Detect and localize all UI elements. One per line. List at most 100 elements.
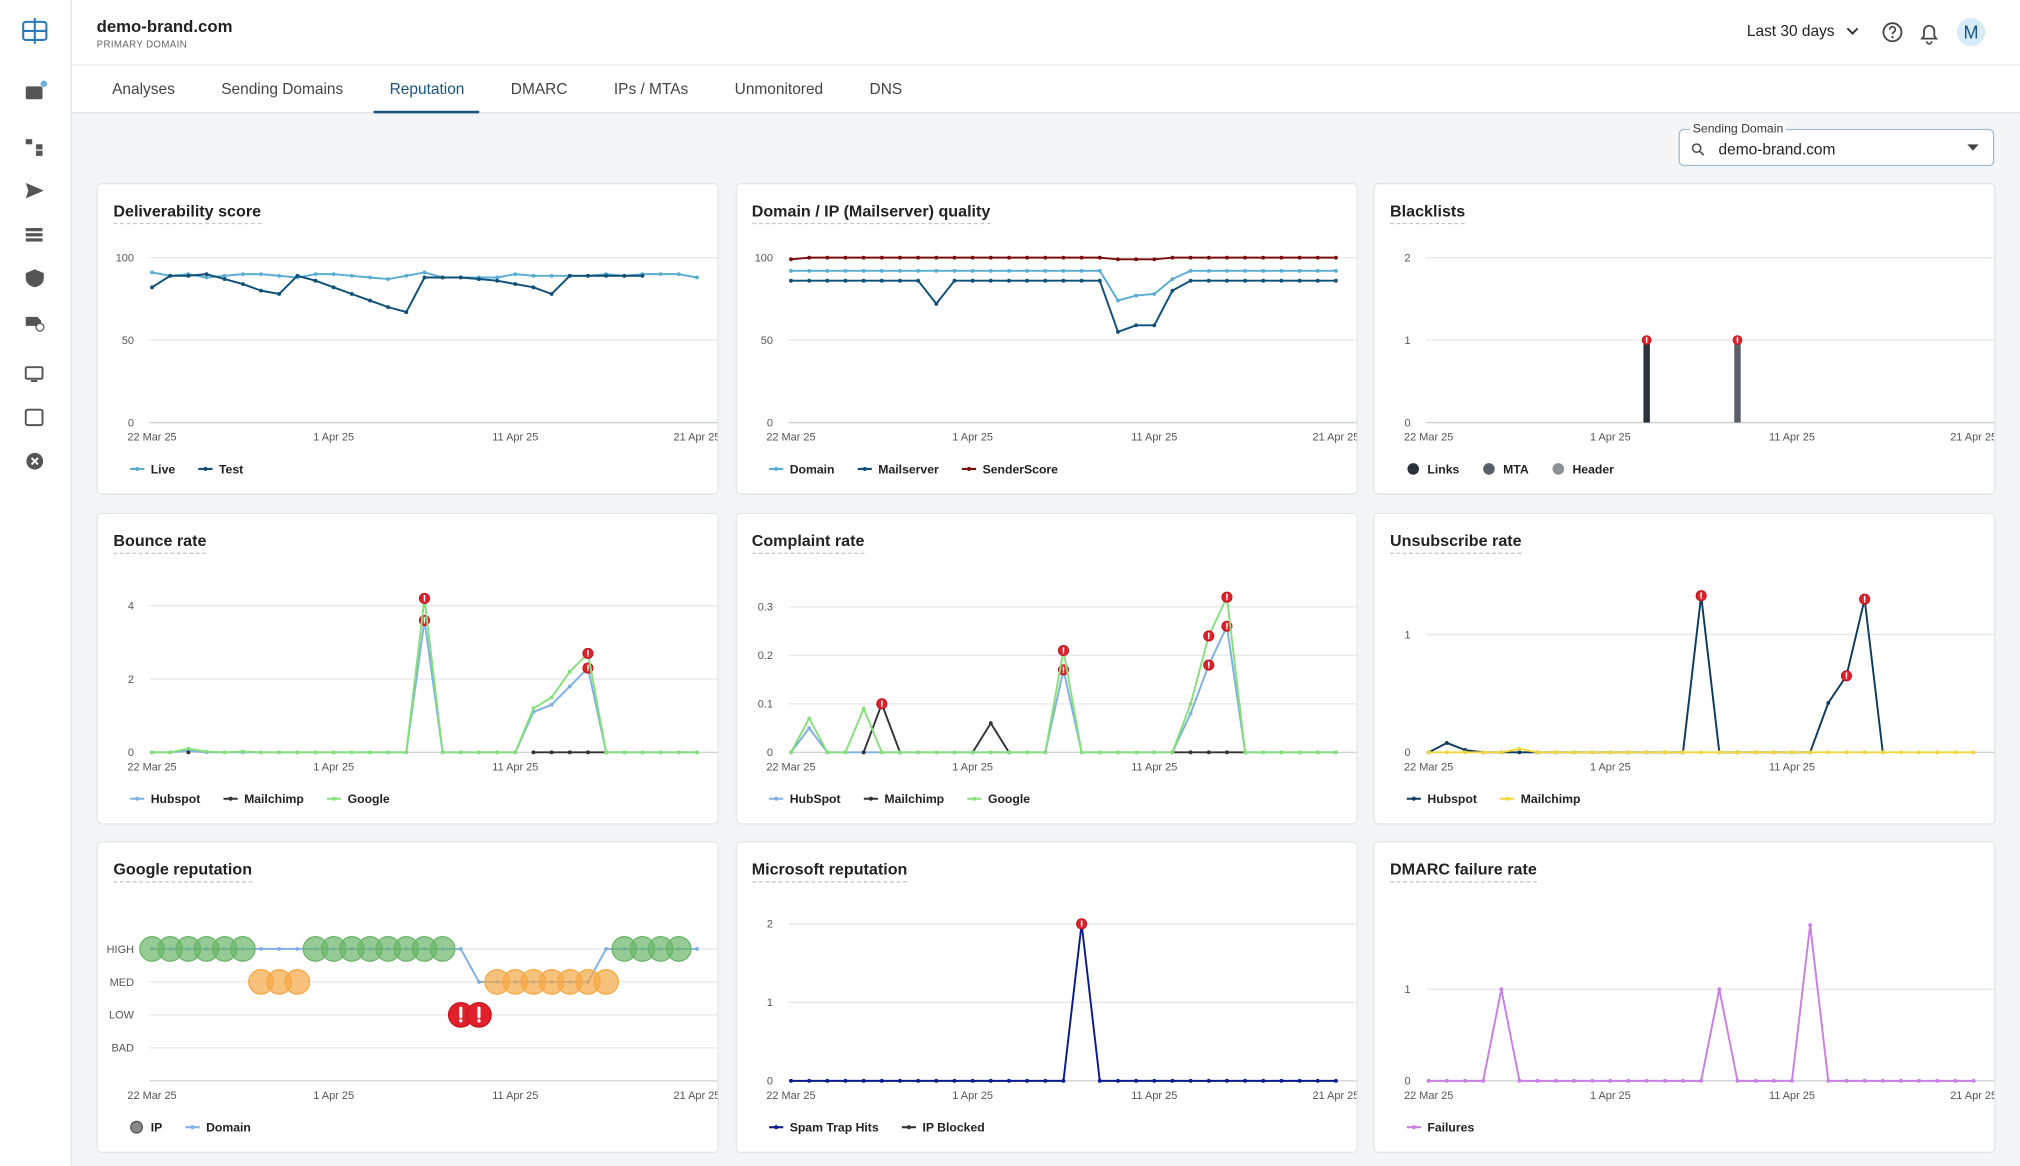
x-tick-label: 11 Apr 25 — [1769, 1090, 1815, 1102]
point — [1224, 255, 1229, 260]
point — [458, 275, 463, 280]
tab[interactable]: Analyses — [112, 79, 175, 98]
point — [1024, 255, 1029, 260]
legend-label: Hubspot — [151, 792, 201, 806]
alert-bang-dot — [1700, 596, 1702, 599]
chart-card: Microsoft reputation 0 1 2 22 Mar 25 1 Apr 25… — [734, 841, 1358, 1153]
x-tick-label: 22 Mar 25 — [127, 761, 176, 773]
legend-item: Mailchimp — [863, 792, 944, 806]
point — [1844, 1078, 1849, 1083]
avatar[interactable] — [1956, 18, 1986, 47]
x-tick-label: 22 Mar 25 — [766, 432, 815, 444]
point — [386, 749, 391, 754]
bell-icon[interactable] — [1920, 24, 1939, 45]
legend-swatch-dot — [868, 796, 873, 801]
point — [1644, 1078, 1649, 1083]
point — [1880, 1078, 1885, 1083]
point — [915, 278, 920, 283]
point — [1097, 255, 1102, 260]
point — [1042, 1078, 1047, 1083]
legend-label: Mailserver — [878, 462, 939, 476]
point — [422, 275, 427, 280]
chart: 0 0.1 0.2 0.3 22 Mar 25 1 Apr 25 11 Apr 25 HubS… — [757, 590, 1356, 806]
point — [549, 749, 554, 754]
point — [1224, 268, 1229, 273]
x-tick-label: 22 Mar 25 — [766, 1090, 815, 1102]
point — [1590, 749, 1595, 754]
legend-label: Header — [1572, 462, 1614, 476]
help-icon[interactable] — [1882, 22, 1903, 43]
point — [970, 278, 974, 283]
alert-bang-dot — [423, 599, 426, 602]
point — [1426, 1078, 1431, 1083]
select-value: demo-brand.com — [1718, 140, 1836, 159]
tab[interactable]: Sending Domains — [221, 79, 344, 98]
point — [1188, 710, 1192, 715]
legend-label: Mailchimp — [244, 792, 304, 806]
point — [1481, 1078, 1486, 1083]
point — [806, 715, 811, 720]
point — [1042, 255, 1047, 260]
range-picker[interactable]: Last 30 days — [1747, 22, 1860, 40]
point — [1844, 749, 1849, 754]
point — [1808, 923, 1813, 928]
legend-item: Hubspot — [1406, 792, 1477, 806]
point — [1717, 987, 1722, 992]
point — [1006, 749, 1011, 754]
point — [331, 272, 336, 277]
chart-title: Blacklists — [1390, 202, 1466, 225]
point — [806, 1078, 811, 1083]
point — [150, 270, 154, 275]
point — [879, 268, 884, 273]
point — [1297, 255, 1301, 260]
x-tick-label: 1 Apr 25 — [1590, 1090, 1631, 1102]
alert-marker — [466, 1002, 492, 1028]
point — [1297, 278, 1301, 283]
tab[interactable]: Unmonitored — [734, 79, 824, 98]
point — [1499, 749, 1504, 754]
point — [222, 277, 227, 282]
point — [549, 702, 554, 706]
logo[interactable] — [22, 18, 48, 44]
y-tick-label: 0 — [1405, 417, 1411, 429]
point — [331, 285, 336, 290]
point — [1151, 323, 1156, 328]
sending-domain-select[interactable]: Sending Domain demo-brand.com — [1678, 122, 1995, 167]
point — [1188, 749, 1192, 754]
point — [806, 268, 811, 273]
point — [970, 1078, 974, 1083]
point — [1169, 277, 1174, 282]
point — [658, 749, 663, 754]
y-tick-label: 1 — [1405, 984, 1411, 996]
tab[interactable]: DMARC — [510, 79, 568, 98]
point — [788, 1078, 793, 1083]
legend-swatch-dot — [332, 796, 337, 801]
tab[interactable]: DNS — [869, 79, 903, 98]
legend-swatch-dot — [1411, 796, 1416, 801]
tab[interactable]: Reputation — [366, 66, 487, 114]
point — [586, 273, 590, 278]
select-label: Sending Domain — [1690, 122, 1786, 137]
point — [788, 268, 793, 273]
point — [1681, 749, 1685, 754]
point — [988, 268, 993, 273]
nav-icons[interactable] — [24, 80, 48, 470]
bar — [1643, 340, 1650, 423]
legend-swatch-dot — [135, 796, 140, 801]
point — [1535, 749, 1540, 754]
point — [1278, 1078, 1283, 1083]
point — [1333, 255, 1338, 260]
point — [1953, 1078, 1958, 1083]
point — [897, 278, 902, 283]
legend-label: Mailchimp — [1521, 792, 1581, 806]
x-tick-label: 11 Apr 25 — [492, 1090, 538, 1102]
tab[interactable]: IPs / MTAs — [613, 79, 689, 98]
legend-item: IP — [130, 1121, 162, 1135]
point — [150, 749, 154, 754]
alert-marker — [1732, 335, 1743, 345]
point — [259, 272, 263, 277]
point — [186, 749, 191, 754]
point — [1079, 278, 1083, 283]
legend-label: Live — [151, 462, 176, 476]
x-tick-label: 1 Apr 25 — [952, 1090, 993, 1102]
